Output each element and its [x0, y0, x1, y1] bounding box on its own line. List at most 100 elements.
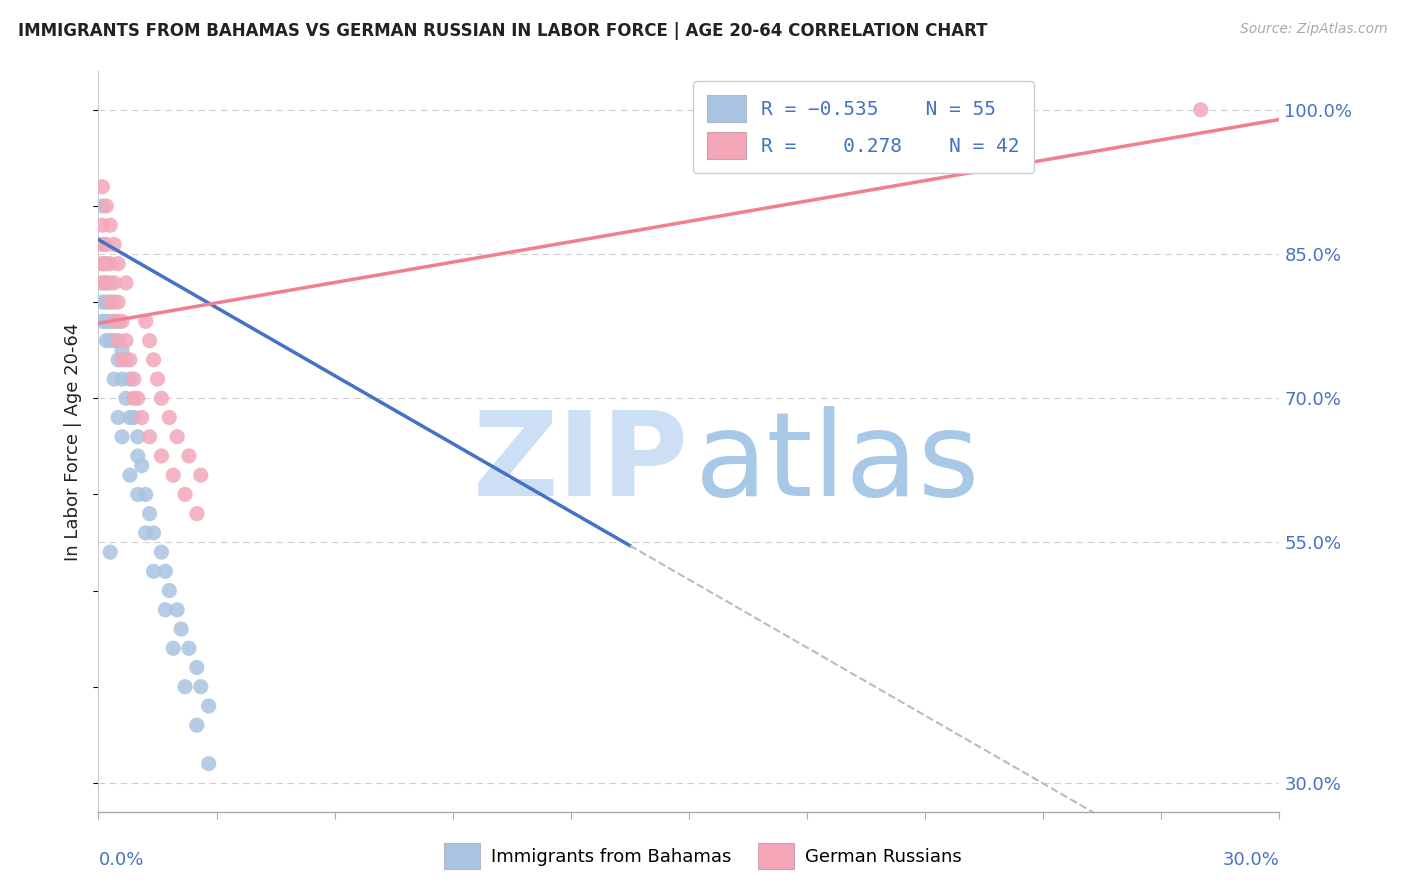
- Point: [103, 372, 125, 386]
- Point: [103, 314, 125, 328]
- Point: [107, 295, 129, 310]
- Text: 0.0%: 0.0%: [98, 851, 143, 869]
- Text: Source: ZipAtlas.com: Source: ZipAtlas.com: [1240, 22, 1388, 37]
- Point: [150, 449, 173, 463]
- Point: [96, 334, 118, 348]
- Point: [103, 237, 125, 252]
- Point: [111, 352, 134, 367]
- Point: [138, 334, 160, 348]
- Point: [91, 257, 114, 271]
- Point: [98, 257, 121, 271]
- Point: [107, 334, 129, 348]
- Point: [186, 718, 208, 732]
- Point: [91, 314, 114, 328]
- Point: [115, 391, 138, 405]
- Point: [111, 343, 134, 358]
- Point: [107, 352, 129, 367]
- Point: [107, 314, 129, 328]
- Point: [131, 410, 153, 425]
- Point: [170, 622, 193, 636]
- Point: [190, 468, 212, 483]
- Point: [122, 391, 145, 405]
- Text: ZIP: ZIP: [472, 406, 689, 521]
- Point: [174, 487, 197, 501]
- Point: [96, 295, 118, 310]
- Y-axis label: In Labor Force | Age 20-64: In Labor Force | Age 20-64: [65, 322, 83, 561]
- Point: [103, 334, 125, 348]
- Point: [142, 525, 165, 540]
- Point: [115, 276, 138, 290]
- Point: [142, 565, 165, 579]
- Point: [91, 179, 114, 194]
- Point: [96, 276, 118, 290]
- Point: [98, 334, 121, 348]
- Point: [91, 257, 114, 271]
- Point: [146, 372, 169, 386]
- Legend: R = −0.535    N = 55, R =    0.278    N = 42: R = −0.535 N = 55, R = 0.278 N = 42: [693, 81, 1033, 173]
- Text: IMMIGRANTS FROM BAHAMAS VS GERMAN RUSSIAN IN LABOR FORCE | AGE 20-64 CORRELATION: IMMIGRANTS FROM BAHAMAS VS GERMAN RUSSIA…: [18, 22, 988, 40]
- Point: [91, 199, 114, 213]
- Point: [96, 199, 118, 213]
- Point: [197, 756, 219, 771]
- Point: [1189, 103, 1212, 117]
- Point: [98, 545, 121, 559]
- Point: [118, 410, 141, 425]
- Point: [177, 449, 200, 463]
- Text: atlas: atlas: [695, 406, 980, 521]
- Point: [118, 372, 141, 386]
- Point: [98, 295, 121, 310]
- Point: [115, 352, 138, 367]
- Point: [138, 507, 160, 521]
- Point: [127, 487, 149, 501]
- Point: [127, 430, 149, 444]
- Point: [91, 237, 114, 252]
- Point: [122, 410, 145, 425]
- Point: [166, 430, 188, 444]
- Point: [166, 603, 188, 617]
- Point: [98, 295, 121, 310]
- Point: [157, 583, 180, 598]
- Point: [96, 237, 118, 252]
- Point: [127, 391, 149, 405]
- Point: [135, 487, 157, 501]
- Point: [98, 218, 121, 232]
- Point: [115, 334, 138, 348]
- Point: [135, 525, 157, 540]
- Point: [150, 391, 173, 405]
- Point: [96, 314, 118, 328]
- Point: [91, 276, 114, 290]
- Point: [91, 218, 114, 232]
- Point: [142, 352, 165, 367]
- Point: [98, 276, 121, 290]
- Point: [96, 257, 118, 271]
- Point: [107, 410, 129, 425]
- Point: [103, 314, 125, 328]
- Point: [155, 603, 177, 617]
- Legend: Immigrants from Bahamas, German Russians: Immigrants from Bahamas, German Russians: [437, 836, 969, 876]
- Point: [174, 680, 197, 694]
- Point: [131, 458, 153, 473]
- Point: [118, 468, 141, 483]
- Text: 30.0%: 30.0%: [1223, 851, 1279, 869]
- Point: [111, 430, 134, 444]
- Point: [111, 314, 134, 328]
- Point: [107, 257, 129, 271]
- Point: [150, 545, 173, 559]
- Point: [96, 276, 118, 290]
- Point: [98, 314, 121, 328]
- Point: [91, 295, 114, 310]
- Point: [177, 641, 200, 656]
- Point: [96, 257, 118, 271]
- Point: [155, 565, 177, 579]
- Point: [111, 372, 134, 386]
- Point: [162, 468, 184, 483]
- Point: [91, 276, 114, 290]
- Point: [122, 372, 145, 386]
- Point: [118, 352, 141, 367]
- Point: [190, 680, 212, 694]
- Point: [103, 276, 125, 290]
- Point: [197, 698, 219, 713]
- Point: [138, 430, 160, 444]
- Point: [186, 507, 208, 521]
- Point: [186, 660, 208, 674]
